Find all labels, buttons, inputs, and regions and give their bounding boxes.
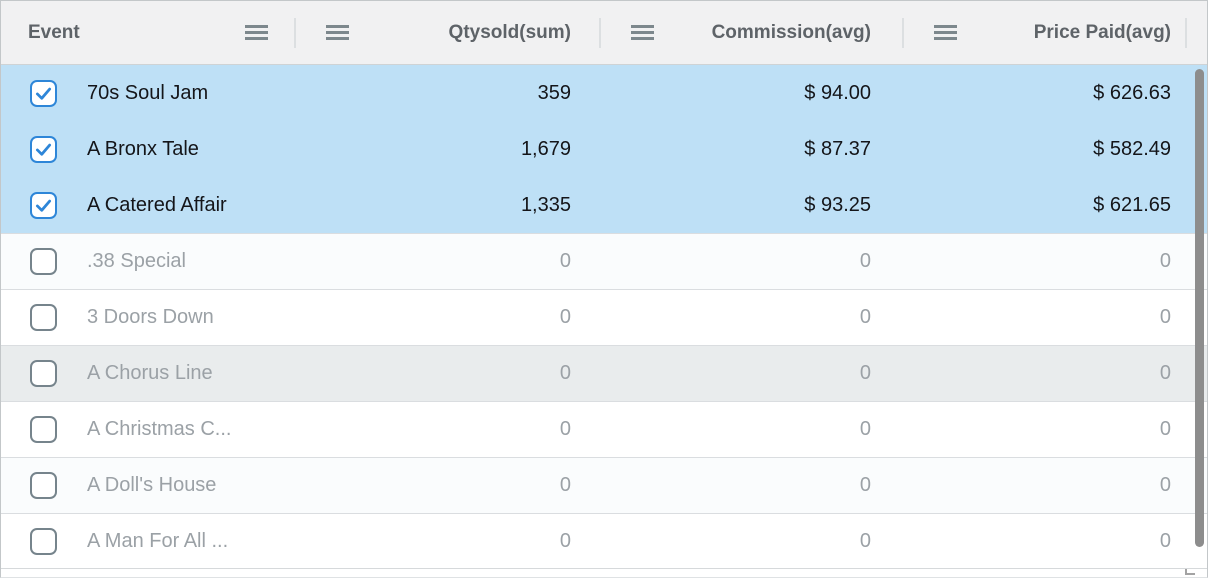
checkmark-icon <box>35 87 52 100</box>
price-paid-value: $ 582.49 <box>1093 138 1171 160</box>
event-cell: 70s Soul Jam <box>1 80 296 107</box>
checkmark-icon <box>35 143 52 156</box>
event-cell: A Man For All ... <box>1 528 296 555</box>
event-cell: A Doll's House <box>1 472 296 499</box>
qtysold-value: 0 <box>559 530 571 552</box>
row-checkbox[interactable] <box>30 416 57 443</box>
commission-value: 0 <box>859 362 871 384</box>
price-paid-value: 0 <box>1159 530 1171 552</box>
price-paid-value: 0 <box>1159 418 1171 440</box>
row-checkbox[interactable] <box>30 360 57 387</box>
column-menu-icon[interactable] <box>326 25 349 28</box>
price-paid-value: $ 621.65 <box>1093 194 1171 216</box>
horizontal-scrollbar-track[interactable] <box>1 568 1207 577</box>
row-checkbox[interactable] <box>30 304 57 331</box>
vertical-scrollbar-thumb[interactable] <box>1195 69 1204 547</box>
table-row[interactable]: 70s Soul Jam 359 $ 94.00 $ 626.63 <box>1 65 1207 121</box>
qtysold-value: 0 <box>559 362 571 384</box>
event-name: A Christmas C... <box>87 418 232 440</box>
qtysold-value: 0 <box>559 306 571 328</box>
table-row[interactable]: A Bronx Tale 1,679 $ 87.37 $ 582.49 <box>1 121 1207 177</box>
qtysold-value: 0 <box>559 250 571 272</box>
commission-value: $ 87.37 <box>804 138 871 160</box>
event-cell: A Catered Affair <box>1 192 296 219</box>
column-separator <box>294 18 296 48</box>
table-row[interactable]: A Christmas C... 0 0 0 <box>1 401 1207 457</box>
header-gutter <box>1187 1 1207 64</box>
row-checkbox[interactable] <box>30 528 57 555</box>
price-paid-value: 0 <box>1159 474 1171 496</box>
row-checkbox[interactable] <box>30 192 57 219</box>
event-cell: A Christmas C... <box>1 416 296 443</box>
column-separator <box>1185 18 1187 48</box>
checkmark-icon <box>35 199 52 212</box>
qtysold-value: 0 <box>559 418 571 440</box>
table-row[interactable]: A Man For All ... 0 0 0 <box>1 513 1207 569</box>
price-paid-value: 0 <box>1159 250 1171 272</box>
column-menu-icon[interactable] <box>631 25 654 28</box>
commission-value: $ 93.25 <box>804 194 871 216</box>
column-menu-icon[interactable] <box>934 25 957 28</box>
qtysold-value: 1,679 <box>520 138 571 160</box>
table-body: 70s Soul Jam 359 $ 94.00 $ 626.63 A Bron… <box>1 65 1207 569</box>
column-label-event: Event <box>28 21 80 43</box>
table-row[interactable]: A Catered Affair 1,335 $ 93.25 $ 621.65 <box>1 177 1207 233</box>
commission-value: 0 <box>859 418 871 440</box>
commission-value: 0 <box>859 474 871 496</box>
column-header-qtysold[interactable]: Qtysold(sum) <box>296 1 601 64</box>
qtysold-value: 359 <box>537 82 571 104</box>
commission-value: 0 <box>859 530 871 552</box>
row-checkbox[interactable] <box>30 472 57 499</box>
event-cell: A Chorus Line <box>1 360 296 387</box>
event-name: A Catered Affair <box>87 194 227 216</box>
commission-value: 0 <box>859 250 871 272</box>
table-row[interactable]: A Chorus Line 0 0 0 <box>1 345 1207 401</box>
event-name: A Chorus Line <box>87 362 213 384</box>
event-name: A Doll's House <box>87 474 217 496</box>
commission-value: 0 <box>859 306 871 328</box>
table-row[interactable]: 3 Doors Down 0 0 0 <box>1 289 1207 345</box>
event-name: .38 Special <box>87 250 186 272</box>
event-name: A Bronx Tale <box>87 138 199 160</box>
price-paid-value: 0 <box>1159 306 1171 328</box>
column-label-commission: Commission(avg) <box>711 21 871 43</box>
event-name: A Man For All ... <box>87 530 229 552</box>
event-cell: 3 Doors Down <box>1 304 296 331</box>
row-checkbox[interactable] <box>30 80 57 107</box>
qtysold-value: 0 <box>559 474 571 496</box>
event-name: 3 Doors Down <box>87 306 214 328</box>
column-label-price-paid: Price Paid(avg) <box>1033 21 1171 43</box>
table-header: Event Qtysold(sum) Commission(avg) Price… <box>1 1 1207 65</box>
event-cell: A Bronx Tale <box>1 136 296 163</box>
event-cell: .38 Special <box>1 248 296 275</box>
qtysold-value: 1,335 <box>520 194 571 216</box>
column-header-price-paid[interactable]: Price Paid(avg) <box>904 1 1187 64</box>
row-checkbox[interactable] <box>30 248 57 275</box>
scrollbar-corner <box>1185 569 1195 575</box>
table-row[interactable]: A Doll's House 0 0 0 <box>1 457 1207 513</box>
commission-value: $ 94.00 <box>804 82 871 104</box>
price-paid-value: 0 <box>1159 362 1171 384</box>
table-row[interactable]: .38 Special 0 0 0 <box>1 233 1207 289</box>
column-separator <box>599 18 601 48</box>
column-label-qtysold: Qtysold(sum) <box>448 21 571 43</box>
column-header-event[interactable]: Event <box>1 1 296 64</box>
column-menu-icon[interactable] <box>245 25 268 28</box>
column-header-commission[interactable]: Commission(avg) <box>601 1 904 64</box>
column-separator <box>902 18 904 48</box>
price-paid-value: $ 626.63 <box>1093 82 1171 104</box>
event-name: 70s Soul Jam <box>87 82 209 104</box>
row-checkbox[interactable] <box>30 136 57 163</box>
